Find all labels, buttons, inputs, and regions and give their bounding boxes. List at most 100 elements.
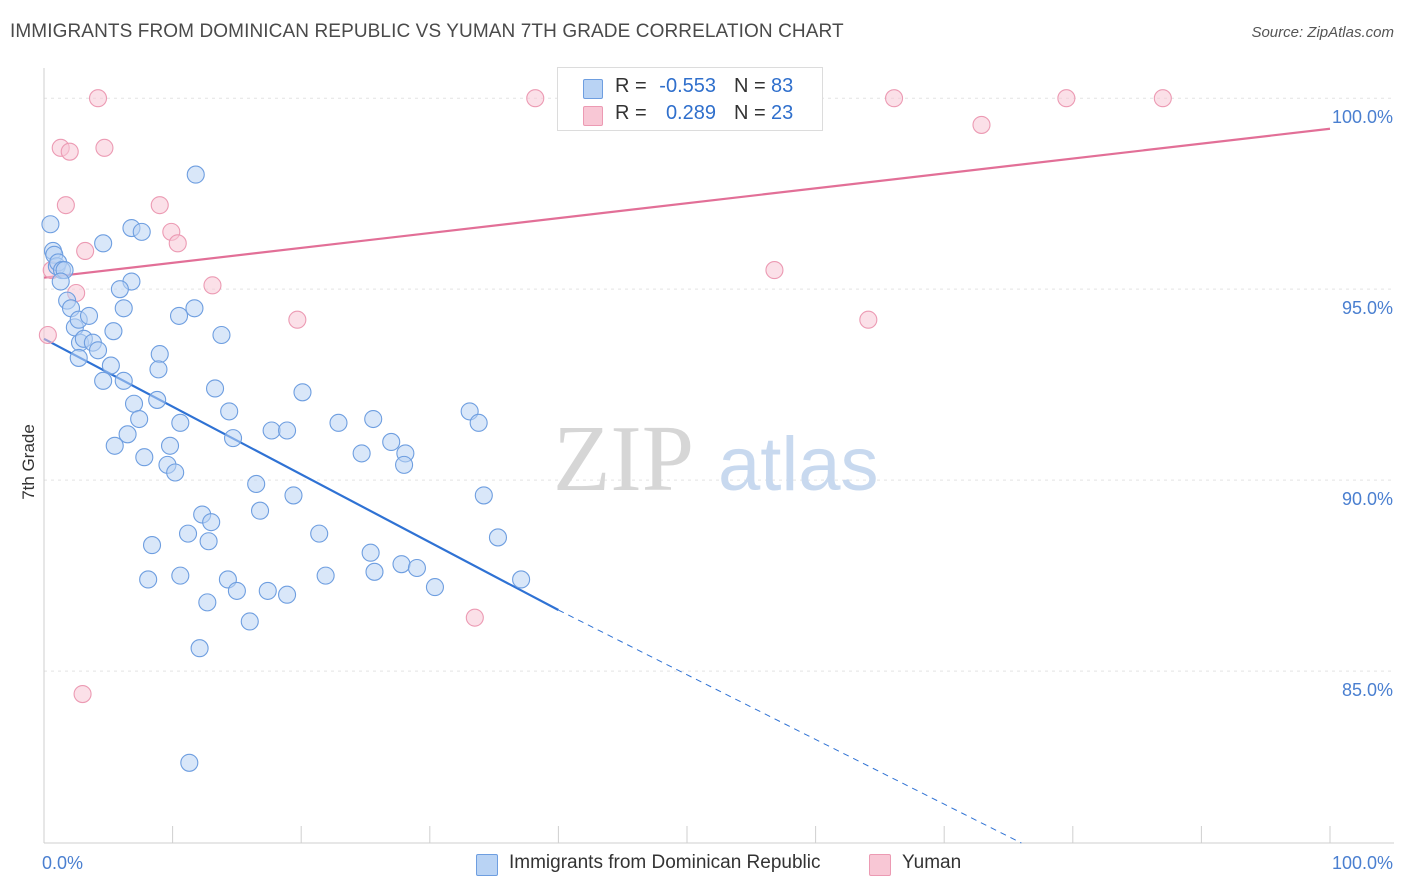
- legend-n-value: 83: [771, 75, 794, 97]
- data-point-dominican: [114, 371, 133, 390]
- data-point-dominican: [94, 234, 113, 253]
- data-point-yuman: [765, 261, 784, 280]
- data-point-dominican: [79, 306, 99, 325]
- data-point-dominican: [293, 383, 312, 402]
- data-point-yuman: [1153, 89, 1172, 108]
- data-point-dominican: [51, 272, 70, 291]
- data-point-dominican: [474, 486, 493, 505]
- bottom-legend-label-pink: Yuman: [902, 852, 962, 873]
- x-tick-label: 0.0%: [42, 853, 83, 873]
- data-point-dominican: [88, 341, 108, 360]
- data-point-dominican: [105, 436, 124, 455]
- legend-n-label: N =: [734, 75, 766, 97]
- legend-row-pink: R = 0.289 N = 23: [558, 101, 822, 129]
- bottom-legend-swatch-blue: [476, 854, 498, 876]
- y-tick-label: 85.0%: [1342, 680, 1393, 700]
- data-point-dominican: [118, 425, 137, 444]
- data-point-dominican: [160, 436, 180, 455]
- data-point-dominican: [365, 562, 384, 581]
- legend-swatch-blue: [583, 79, 603, 99]
- data-point-dominican: [150, 345, 169, 364]
- data-point-yuman: [88, 89, 108, 108]
- data-point-dominican: [169, 306, 189, 325]
- data-point-dominican: [488, 528, 508, 547]
- y-tick-label: 95.0%: [1342, 298, 1393, 318]
- data-point-dominican: [135, 448, 154, 467]
- data-point-dominican: [180, 753, 199, 772]
- data-point-dominican: [425, 578, 444, 597]
- data-point-dominican: [132, 222, 151, 241]
- data-point-yuman: [465, 608, 484, 627]
- data-point-dominican: [199, 532, 218, 551]
- legend-r-label: R =: [615, 102, 647, 124]
- trend-line-pink: [43, 127, 1331, 279]
- data-point-yuman: [60, 142, 79, 161]
- data-point-dominican: [148, 390, 167, 409]
- data-point-dominican: [284, 486, 303, 505]
- data-point-dominican: [171, 413, 190, 432]
- data-point-dominican: [142, 536, 162, 555]
- data-point-yuman: [526, 89, 545, 108]
- data-point-yuman: [168, 234, 187, 253]
- data-point-yuman: [884, 89, 904, 108]
- data-point-dominican: [198, 593, 217, 612]
- chart-source: Source: ZipAtlas.com: [1251, 24, 1394, 41]
- data-point-dominican: [258, 581, 277, 600]
- tick-label-layer: 85.0% 90.0% 95.0% 100.0% 0.0% 100.0%: [42, 107, 1393, 873]
- data-point-yuman: [972, 115, 991, 134]
- data-point-dominican: [407, 558, 426, 578]
- data-point-dominican: [166, 463, 185, 482]
- y-axis-label: 7th Grade: [19, 424, 38, 500]
- data-point-dominican: [205, 379, 225, 398]
- grid-layer: [44, 97, 1394, 672]
- points-layer: [38, 89, 1172, 772]
- y-tick-label: 100.0%: [1332, 107, 1393, 127]
- data-point-dominican: [512, 570, 531, 589]
- data-point-dominican: [250, 501, 270, 520]
- data-point-dominican: [240, 612, 259, 631]
- legend-r-label: R =: [615, 75, 647, 97]
- data-point-dominican: [227, 581, 246, 600]
- data-point-yuman: [1057, 89, 1076, 108]
- data-point-dominican: [223, 429, 243, 448]
- data-point-yuman: [95, 138, 114, 157]
- data-point-dominican: [124, 394, 144, 413]
- data-point-dominican: [190, 639, 209, 658]
- data-point-dominican: [104, 322, 123, 341]
- data-point-dominican: [171, 566, 190, 585]
- data-point-dominican: [220, 402, 239, 421]
- data-point-yuman: [56, 196, 75, 215]
- x-tick-label: 100.0%: [1332, 853, 1393, 873]
- data-point-dominican: [139, 570, 158, 589]
- data-point-dominican: [382, 432, 401, 452]
- data-point-dominican: [262, 421, 281, 440]
- bottom-legend-swatch-pink: [869, 854, 891, 876]
- data-point-dominican: [247, 474, 266, 494]
- legend-swatch-pink: [583, 106, 603, 126]
- data-point-dominican: [69, 348, 88, 367]
- data-point-dominican: [149, 360, 168, 379]
- data-point-yuman: [859, 310, 878, 329]
- data-point-dominican: [186, 165, 205, 184]
- data-point-dominican: [361, 543, 380, 562]
- data-point-yuman: [38, 325, 57, 345]
- data-point-dominican: [310, 524, 329, 543]
- watermark: ZIP atlas: [553, 407, 879, 511]
- legend-r-value: 0.289: [665, 102, 716, 124]
- data-point-dominican: [395, 455, 414, 474]
- y-tick-label: 90.0%: [1342, 489, 1393, 509]
- watermark-atlas: atlas: [718, 422, 879, 507]
- chart-title: IMMIGRANTS FROM DOMINICAN REPUBLIC VS YU…: [10, 21, 844, 42]
- data-point-dominican: [392, 555, 411, 574]
- data-point-dominican: [185, 299, 204, 318]
- bottom-legend-label-blue: Immigrants from Dominican Republic: [509, 852, 821, 873]
- data-point-dominican: [101, 356, 120, 375]
- data-point-dominican: [364, 409, 383, 429]
- data-point-dominican: [110, 280, 129, 299]
- data-point-dominican: [469, 413, 488, 432]
- data-point-dominican: [316, 566, 335, 585]
- legend-n-value: 23: [771, 102, 794, 124]
- legend-r-value: -0.553: [659, 75, 716, 97]
- data-point-dominican: [278, 585, 297, 604]
